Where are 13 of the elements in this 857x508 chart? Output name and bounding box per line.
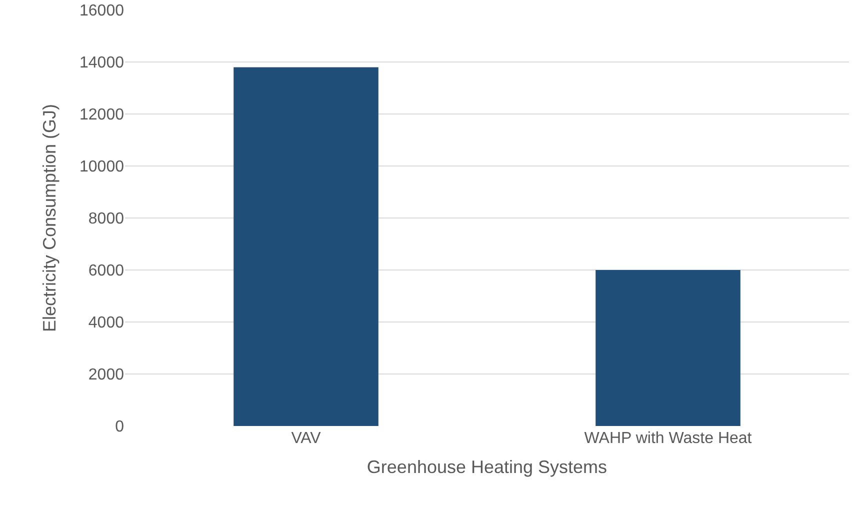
x-tick-label: VAV — [291, 430, 322, 447]
y-tick-label: 2000 — [88, 366, 124, 384]
x-axis-title: Greenhouse Heating Systems — [366, 457, 608, 478]
y-axis-title: Electricity Consumption (GJ) — [40, 104, 60, 332]
y-tick-label: 0 — [115, 418, 124, 436]
y-tick-label: 4000 — [88, 314, 124, 332]
y-tick-label: 12000 — [80, 106, 124, 124]
y-tick-label: 8000 — [88, 210, 124, 228]
y-tick-label: 16000 — [80, 2, 124, 20]
y-tick-label: 6000 — [88, 262, 124, 280]
y-tick-label: 10000 — [80, 158, 124, 176]
y-tick-label: 14000 — [80, 54, 124, 72]
x-tick-label: WAHP with Waste Heat — [584, 430, 752, 447]
